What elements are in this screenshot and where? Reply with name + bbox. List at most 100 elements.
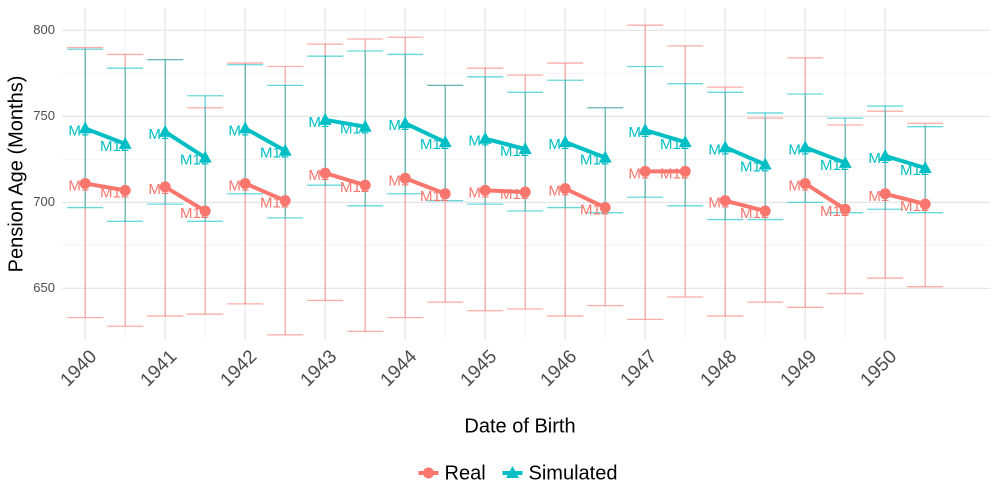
series-line xyxy=(804,145,846,165)
point xyxy=(278,143,292,156)
legend-key-marker xyxy=(423,467,434,479)
x-tick-label: 1944 xyxy=(377,346,422,391)
point xyxy=(839,203,851,215)
x-axis-title: Date of Birth xyxy=(464,415,575,437)
point xyxy=(318,112,332,125)
series-line xyxy=(564,140,606,160)
point-label: M12 xyxy=(180,205,209,222)
point-label: M12 xyxy=(580,202,609,219)
point xyxy=(198,150,212,163)
point xyxy=(478,131,492,144)
point-label: M12 xyxy=(820,203,849,220)
series-line xyxy=(164,185,207,213)
point xyxy=(518,142,532,155)
y-tick-label: 800 xyxy=(33,22,55,37)
series-line xyxy=(324,117,366,129)
point xyxy=(559,183,571,195)
x-tick-label: 1943 xyxy=(297,346,342,391)
point-label: M12 xyxy=(820,157,849,174)
point xyxy=(558,135,572,148)
point-label: M1 xyxy=(228,122,249,139)
point xyxy=(679,165,691,177)
series-line xyxy=(84,181,126,193)
legend-key-marker xyxy=(506,466,519,478)
series-line xyxy=(484,136,526,151)
point-label: M1 xyxy=(548,136,569,153)
point xyxy=(678,135,692,148)
series-line xyxy=(244,181,286,203)
point-label: M1 xyxy=(628,165,649,182)
point-label: M12 xyxy=(420,188,449,205)
point xyxy=(79,177,91,189)
series-line xyxy=(84,126,126,146)
point-label: M12 xyxy=(420,136,449,153)
point xyxy=(358,119,372,132)
x-tick-label: 1942 xyxy=(217,346,262,391)
point-label: M12 xyxy=(740,159,769,176)
point xyxy=(279,195,291,207)
series-line xyxy=(884,154,926,170)
point-label: M1 xyxy=(708,141,729,158)
point xyxy=(758,157,772,170)
point-label: M1 xyxy=(148,126,169,143)
point-label: M1 xyxy=(468,133,489,150)
point xyxy=(78,121,92,134)
point xyxy=(799,177,811,189)
point xyxy=(598,150,612,163)
point xyxy=(918,160,932,173)
x-tick-label: 1950 xyxy=(857,346,902,391)
point-label: M12 xyxy=(260,195,289,212)
point-label: M12 xyxy=(180,152,209,169)
point xyxy=(919,198,931,210)
point xyxy=(519,186,531,198)
y-tick-label: 650 xyxy=(33,280,55,295)
series-line xyxy=(244,126,287,153)
series-line xyxy=(804,181,847,211)
point-label: M1 xyxy=(548,183,569,200)
legend: Real Simulated xyxy=(418,462,617,484)
point-label: M12 xyxy=(500,186,529,203)
point xyxy=(319,167,331,179)
point xyxy=(158,124,172,137)
series-line xyxy=(724,198,766,213)
point xyxy=(719,195,731,207)
point-label: M12 xyxy=(100,184,129,201)
point xyxy=(119,184,131,196)
series-line xyxy=(564,186,607,210)
point xyxy=(118,136,132,149)
series-line xyxy=(644,128,686,145)
x-tick-label: 1946 xyxy=(537,346,582,391)
series-line xyxy=(164,130,207,160)
series-line xyxy=(724,145,766,167)
point-label: M1 xyxy=(788,177,809,194)
series-line xyxy=(884,191,926,207)
point xyxy=(798,140,812,153)
y-tick-label: 750 xyxy=(33,108,55,123)
point xyxy=(759,205,771,217)
x-tick-label: 1948 xyxy=(697,346,742,391)
x-tick-label: 1940 xyxy=(57,346,102,391)
point-label: M1 xyxy=(148,181,169,198)
series-line xyxy=(485,188,526,195)
point-label: M12 xyxy=(100,138,129,155)
point xyxy=(838,155,852,168)
x-tick-label: 1947 xyxy=(617,346,662,391)
x-tick-label: 1941 xyxy=(137,346,182,391)
point xyxy=(439,188,451,200)
series-line xyxy=(404,121,447,144)
point-label: M12 xyxy=(740,205,769,222)
point-label: M12 xyxy=(500,143,529,160)
y-axis-title: Pension Age (Months) xyxy=(5,76,27,273)
point xyxy=(718,140,732,153)
point-label: M1 xyxy=(388,172,409,189)
point xyxy=(399,172,411,184)
series-line xyxy=(404,176,446,196)
point-label: M12 xyxy=(340,121,369,138)
point xyxy=(479,184,491,196)
point-label: M12 xyxy=(660,136,689,153)
point-label: M1 xyxy=(68,177,89,194)
y-tick-label: 700 xyxy=(33,194,55,209)
point-label: M1 xyxy=(468,184,489,201)
point-label: M1 xyxy=(308,167,329,184)
point xyxy=(638,123,652,136)
